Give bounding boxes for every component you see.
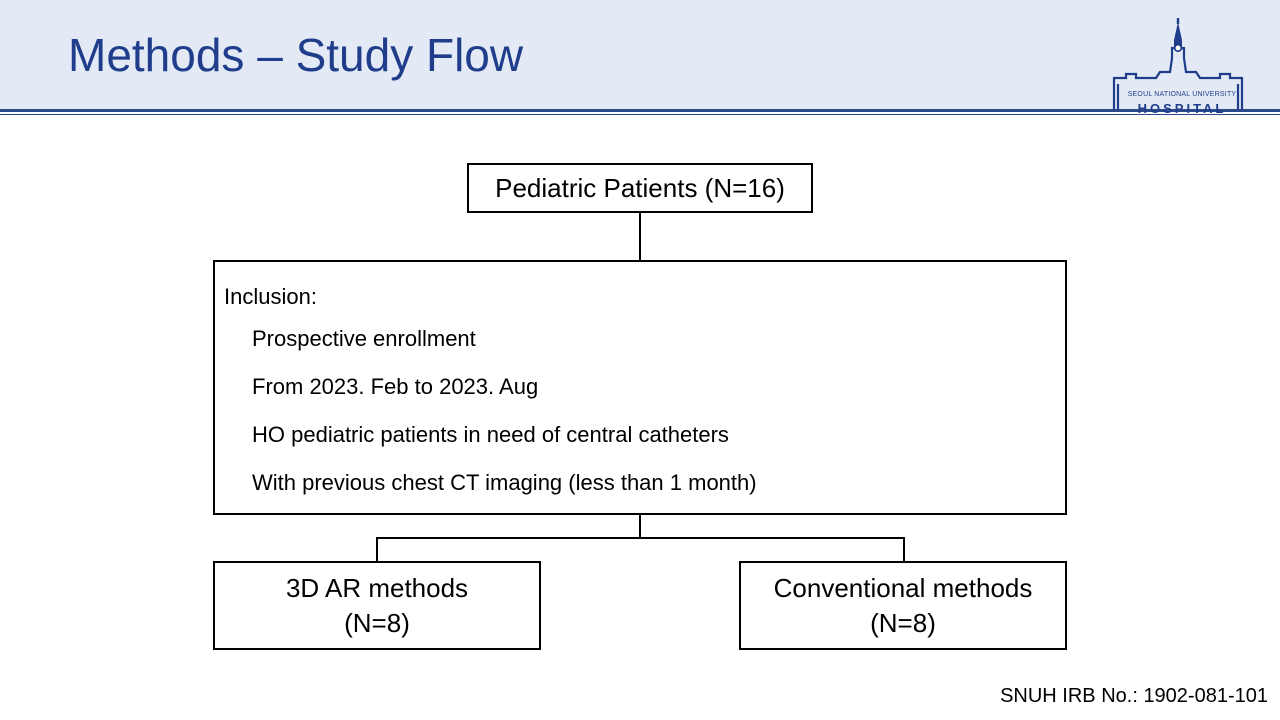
arm-label: Conventional methods (773, 573, 1033, 603)
inclusion-item: Prospective enrollment (252, 326, 476, 351)
connector-right (903, 537, 905, 561)
arm-count: (N=8) (344, 608, 410, 638)
inclusion-item: From 2023. Feb to 2023. Aug (252, 374, 539, 399)
inclusion-item: HO pediatric patients in need of central… (252, 422, 729, 447)
connector-horizontal (376, 537, 905, 539)
arm-label: 3D AR methods (285, 573, 469, 603)
slide-title: Methods – Study Flow (68, 29, 524, 81)
arm-box-3d-ar: 3D AR methods (N=8) (213, 561, 541, 650)
inclusion-item: With previous chest CT imaging (less tha… (252, 470, 757, 495)
header-rule-thin (0, 114, 1280, 115)
hospital-building-icon (1112, 18, 1244, 110)
connector-top (639, 213, 641, 260)
logo-name-line: SEOUL NATIONAL UNIVERSITY (1127, 91, 1237, 98)
connector-down (639, 515, 641, 538)
hospital-logo: SEOUL NATIONAL UNIVERSITY HOSPITAL (1108, 18, 1256, 118)
arm-count: (N=8) (870, 608, 936, 638)
inclusion-box: Inclusion: Prospective enrollment From 2… (213, 260, 1067, 515)
arm-box-conventional: Conventional methods (N=8) (739, 561, 1067, 650)
logo-word: HOSPITAL (1137, 101, 1227, 116)
connector-left (376, 537, 378, 561)
header-bar (0, 0, 1280, 109)
inclusion-heading: Inclusion: (224, 284, 317, 309)
irb-number: SNUH IRB No.: 1902-081-101 (1000, 685, 1268, 707)
header-rule-thick (0, 109, 1280, 112)
patients-box: Pediatric Patients (N=16) (467, 163, 813, 213)
